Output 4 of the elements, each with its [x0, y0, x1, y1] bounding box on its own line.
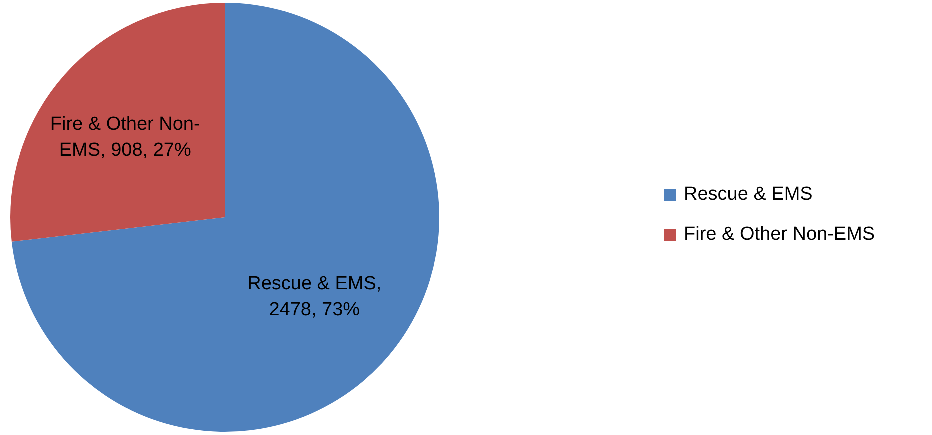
- legend-label: Rescue & EMS: [684, 184, 813, 206]
- data-label: Rescue & EMS, 2478, 73%: [248, 274, 382, 321]
- legend-label: Fire & Other Non-EMS: [684, 224, 876, 246]
- data-label: Fire & Other Non-EMS, 908, 27%: [50, 114, 200, 161]
